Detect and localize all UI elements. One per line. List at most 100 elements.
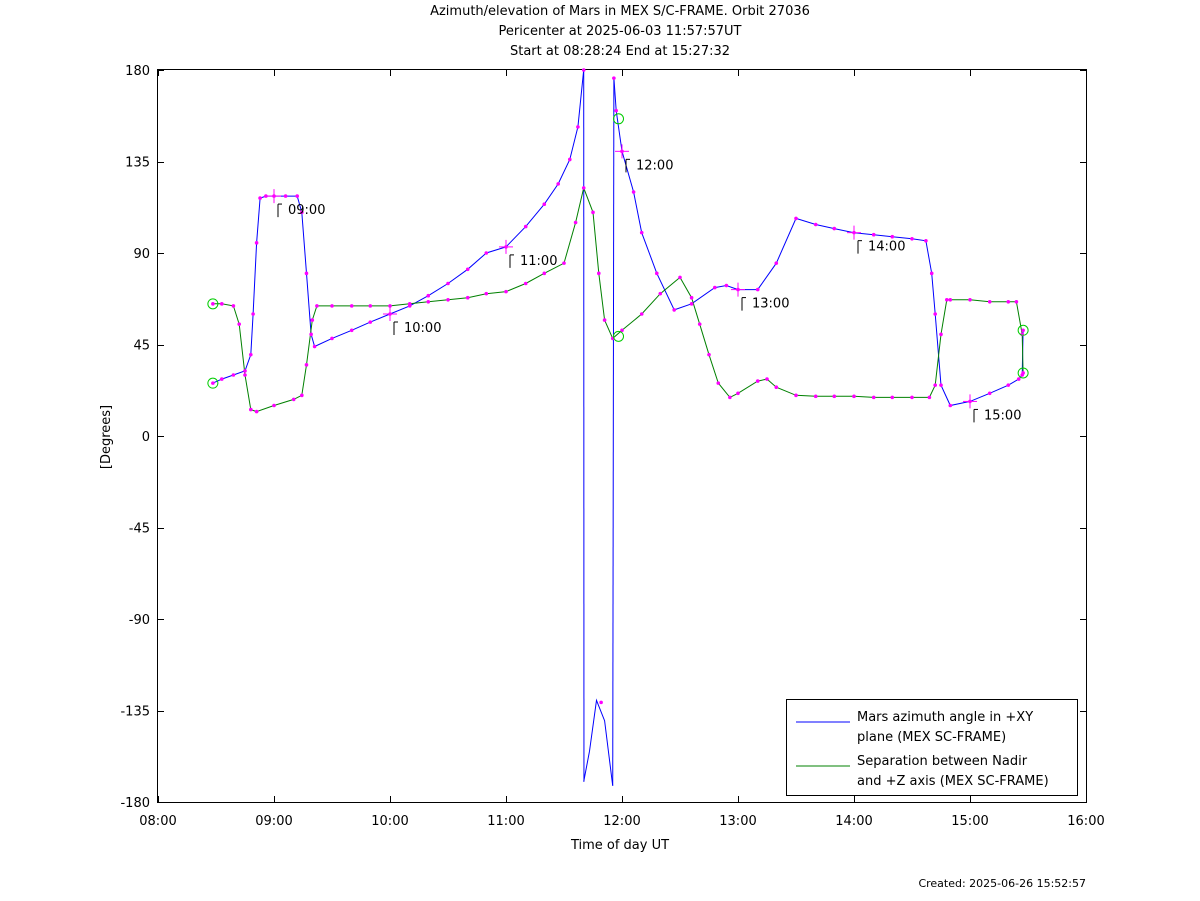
data-point-marker	[523, 224, 528, 229]
data-point-marker	[523, 281, 528, 286]
data-point-marker	[283, 194, 288, 198]
x-axis-label: Time of day UT	[570, 838, 669, 853]
series-azimuth-line	[212, 69, 585, 384]
data-point-marker	[933, 312, 937, 316]
y-tick-label: 180	[125, 64, 150, 79]
endpoint-marker	[613, 113, 625, 125]
data-point-marker	[852, 394, 856, 399]
data-point-marker	[599, 700, 603, 705]
data-point-marker	[910, 395, 914, 400]
data-point-marker	[258, 196, 262, 200]
data-point-marker	[1016, 377, 1021, 381]
data-point-marker	[655, 271, 659, 276]
data-point-marker	[774, 385, 779, 390]
data-point-marker	[716, 381, 721, 385]
data-point-marker	[330, 304, 334, 308]
data-point-marker	[987, 391, 992, 396]
data-point-marker	[945, 297, 949, 302]
data-point-marker	[304, 271, 309, 276]
data-point-marker	[948, 403, 953, 408]
data-point-marker	[1006, 300, 1011, 304]
series-azimuth-wrap	[612, 78, 615, 786]
data-point-marker	[736, 391, 740, 396]
data-point-marker	[220, 377, 224, 381]
series-azimuth-line-b	[583, 698, 614, 786]
y-tick-label: 135	[125, 156, 150, 171]
data-point-marker	[211, 381, 215, 385]
data-point-marker	[832, 226, 837, 231]
legend-label-separation-line2: and +Z axis (MEX SC-FRAME)	[857, 774, 1049, 789]
data-point-marker	[300, 393, 304, 398]
data-point-marker	[254, 409, 259, 414]
data-point-marker	[249, 407, 253, 412]
data-point-marker	[1021, 328, 1025, 333]
plot-frame	[157, 69, 1087, 803]
y-tick-label: -135	[120, 705, 150, 720]
data-point-marker	[672, 308, 676, 312]
x-tick-label: 09:00	[255, 814, 292, 829]
chart-title: Azimuth/elevation of Mars in MEX S/C-FRA…	[430, 4, 810, 19]
hour-label: 09:00	[288, 203, 325, 218]
chart-subtitle-time-range: Start at 08:28:24 End at 15:27:32	[509, 44, 731, 59]
data-point-marker	[446, 297, 450, 302]
created-timestamp: Created: 2025-06-26 15:52:57	[918, 877, 1086, 890]
hour-label: 15:00	[984, 408, 1021, 423]
data-point-marker	[924, 239, 928, 243]
legend-label-separation-line1: Separation between Nadir	[857, 754, 1028, 769]
data-point-marker	[939, 332, 943, 337]
data-point-marker	[237, 322, 241, 326]
data-point-marker	[1014, 300, 1019, 304]
data-point-marker	[794, 216, 798, 221]
x-tick-label: 16:00	[1067, 814, 1104, 829]
data-point-marker	[568, 157, 572, 162]
data-point-marker	[631, 190, 636, 194]
endpoint-marker	[1017, 324, 1029, 336]
data-point-marker	[620, 328, 624, 333]
data-point-marker	[813, 222, 818, 227]
hour-label: 13:00	[752, 297, 789, 312]
data-point-marker	[724, 283, 729, 288]
series-separation-line	[212, 186, 1024, 413]
y-tick-label: 0	[142, 430, 150, 445]
marker-layer	[207, 68, 1029, 705]
data-point-marker	[813, 394, 818, 399]
endpoint-marker	[207, 377, 219, 389]
data-point-marker	[349, 304, 354, 308]
data-point-marker	[562, 261, 566, 265]
data-point-marker	[291, 397, 296, 402]
hour-label: 14:00	[868, 240, 905, 255]
endpoint-marker	[613, 330, 625, 342]
y-tick-label: 45	[133, 339, 150, 354]
data-point-marker	[251, 312, 255, 316]
data-point-marker	[484, 291, 489, 296]
series-azimuth-line-c	[613, 78, 1024, 407]
data-point-marker	[948, 297, 953, 302]
hour-labels: 09:00 10:00 11:00 12:00 13:00 14:00 15:00	[267, 144, 1021, 423]
data-point-marker	[890, 234, 895, 239]
data-point-marker	[315, 304, 319, 308]
data-point-marker	[446, 281, 450, 286]
x-tick-label: 14:00	[835, 814, 872, 829]
data-point-marker	[465, 267, 470, 272]
data-point-marker	[890, 395, 895, 400]
data-point-marker	[407, 302, 412, 306]
data-point-marker	[581, 186, 586, 190]
data-point-marker	[927, 395, 932, 400]
data-point-marker	[612, 76, 616, 80]
y-tick-label: 90	[133, 247, 150, 262]
hour-label: 10:00	[404, 321, 441, 336]
data-point-marker	[871, 395, 876, 400]
data-point-marker	[639, 230, 644, 235]
data-point-marker	[368, 320, 373, 324]
data-point-marker	[591, 210, 595, 215]
data-point-marker	[774, 261, 779, 265]
data-point-marker	[614, 108, 618, 113]
data-point-marker	[388, 304, 392, 308]
data-point-marker	[968, 297, 972, 302]
data-point-marker	[254, 241, 259, 245]
data-point-marker	[794, 393, 798, 398]
data-point-marker	[697, 322, 702, 326]
data-point-marker	[243, 373, 247, 377]
data-point-marker	[368, 304, 373, 308]
data-point-marker	[295, 194, 300, 198]
